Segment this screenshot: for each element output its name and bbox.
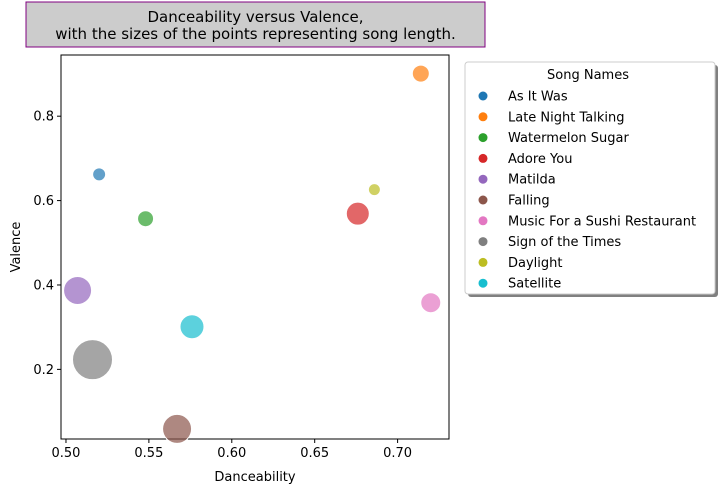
legend-marker xyxy=(478,237,488,247)
legend-marker xyxy=(478,216,488,226)
data-point xyxy=(72,339,114,381)
legend-marker xyxy=(478,174,488,184)
data-point xyxy=(63,275,93,305)
legend-marker xyxy=(478,278,488,288)
x-tick-label: 0.50 xyxy=(51,446,80,461)
legend-label: Watermelon Sugar xyxy=(508,131,630,146)
data-points xyxy=(63,64,442,444)
data-point xyxy=(420,292,442,314)
data-point xyxy=(137,210,155,228)
x-tick-label: 0.70 xyxy=(383,446,412,461)
y-tick-label: 0.6 xyxy=(33,194,54,209)
legend: Song Names As It Was Late Night Talking Wa… xyxy=(464,61,718,297)
x-tick-label: 0.55 xyxy=(134,446,163,461)
y-tick-label: 0.2 xyxy=(33,363,54,378)
legend-marker xyxy=(478,112,488,122)
legend-marker xyxy=(478,91,488,101)
x-axis: 0.50 0.55 0.60 0.65 0.70 xyxy=(51,439,412,461)
y-axis: 0.2 0.4 0.6 0.8 xyxy=(33,110,61,378)
chart-title: Danceability versus Valence, with the si… xyxy=(25,1,486,48)
legend-label: Music For a Sushi Restaurant xyxy=(508,214,696,229)
legend-marker xyxy=(478,195,488,205)
title-line-2: with the sizes of the points representin… xyxy=(55,25,456,43)
legend-marker xyxy=(478,133,488,143)
legend-title: Song Names xyxy=(547,68,629,83)
y-tick-label: 0.8 xyxy=(33,110,54,125)
y-axis-label: Valence xyxy=(9,222,24,273)
legend-label: Adore You xyxy=(508,152,572,167)
data-point xyxy=(92,167,107,182)
legend-marker xyxy=(478,153,488,163)
data-point xyxy=(345,201,370,226)
x-tick-label: 0.65 xyxy=(300,446,329,461)
legend-label: Falling xyxy=(508,194,550,209)
legend-label: Satellite xyxy=(508,277,561,292)
data-point xyxy=(179,314,205,340)
x-tick-label: 0.60 xyxy=(217,446,246,461)
x-axis-label: Danceability xyxy=(214,470,296,485)
data-point xyxy=(411,64,430,83)
title-box xyxy=(25,1,486,48)
legend-label: Late Night Talking xyxy=(508,110,625,125)
plot-area xyxy=(60,54,450,440)
y-tick-label: 0.4 xyxy=(33,278,54,293)
legend-marker xyxy=(478,257,488,267)
legend-label: Daylight xyxy=(508,256,562,271)
data-point xyxy=(367,183,381,197)
legend-label: Matilda xyxy=(508,173,556,188)
legend-label: As It Was xyxy=(508,90,568,105)
legend-items: As It Was Late Night Talking Watermelon Su… xyxy=(478,90,696,292)
legend-box xyxy=(464,61,716,295)
data-point xyxy=(162,413,193,444)
legend-label: Sign of the Times xyxy=(508,235,621,250)
title-line-1: Danceability versus Valence, xyxy=(147,8,363,26)
